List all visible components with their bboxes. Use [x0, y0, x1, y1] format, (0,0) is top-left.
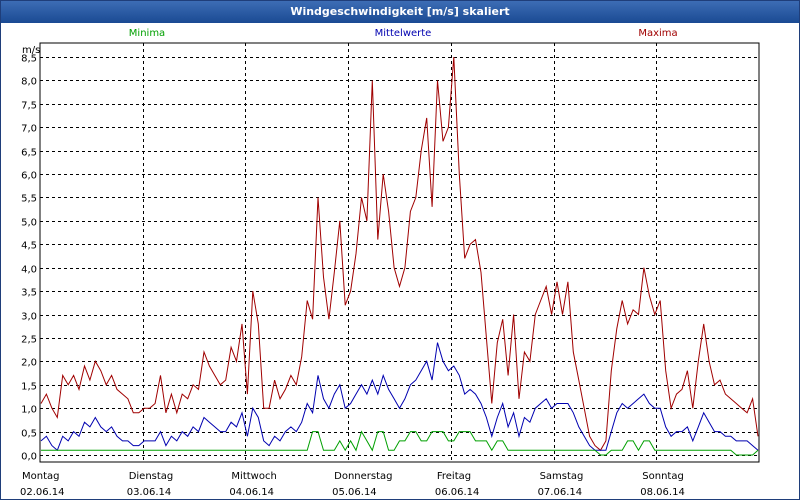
series-line-maxima [40, 56, 759, 452]
y-tick-label: 3,0 [21, 312, 37, 323]
x-tick-day: Montag [22, 471, 59, 482]
legend-maxima: Maxima [638, 28, 677, 39]
y-tick-label: 2,5 [21, 335, 37, 346]
legend-minima: Minima [129, 28, 165, 39]
y-tick-label: 5,0 [21, 218, 37, 229]
y-tick-label: 7,5 [21, 101, 37, 112]
y-tick-label: 0,0 [21, 452, 37, 463]
y-tick-label: 5,5 [21, 194, 37, 205]
x-tick-date: 02.06.14 [20, 487, 65, 498]
y-tick-label: 0,5 [21, 429, 37, 440]
x-tick-date: 05.06.14 [332, 487, 377, 498]
y-tick-label: 4,0 [21, 265, 37, 276]
x-tick-day: Mittwoch [231, 471, 276, 482]
y-tick-label: 3,5 [21, 288, 37, 299]
x-tick-date: 06.06.14 [435, 487, 480, 498]
x-tick-day: Dienstag [129, 471, 174, 482]
series-line-minima [41, 430, 759, 456]
y-tick-label: 6,0 [21, 171, 37, 182]
x-tick-date: 08.06.14 [640, 487, 685, 498]
series-line-mittelwerte [40, 342, 759, 452]
x-tick-day: Donnerstag [334, 471, 392, 482]
legend-mittelwerte: Mittelwerte [375, 28, 432, 39]
y-tick-label: 8,0 [21, 77, 37, 88]
y-tick-label: 8,5 [21, 54, 37, 65]
x-tick-date: 03.06.14 [127, 487, 172, 498]
x-tick-day: Sonntag [642, 471, 684, 482]
y-tick-label: 1,0 [21, 405, 37, 416]
y-tick-label: 2,0 [21, 358, 37, 369]
y-tick-label: 1,5 [21, 382, 37, 393]
x-tick-date: 07.06.14 [538, 487, 583, 498]
y-axis-label: m/s [22, 45, 40, 56]
window-title: Windgeschwindigkeit [m/s] skaliert [1, 1, 799, 23]
x-tick-date: 04.06.14 [229, 487, 274, 498]
plot-area [39, 42, 760, 463]
x-tick-day: Samstag [540, 471, 584, 482]
y-tick-label: 6,5 [21, 148, 37, 159]
y-tick-label: 4,5 [21, 241, 37, 252]
x-tick-day: Freitag [437, 471, 471, 482]
y-tick-label: 7,0 [21, 124, 37, 135]
